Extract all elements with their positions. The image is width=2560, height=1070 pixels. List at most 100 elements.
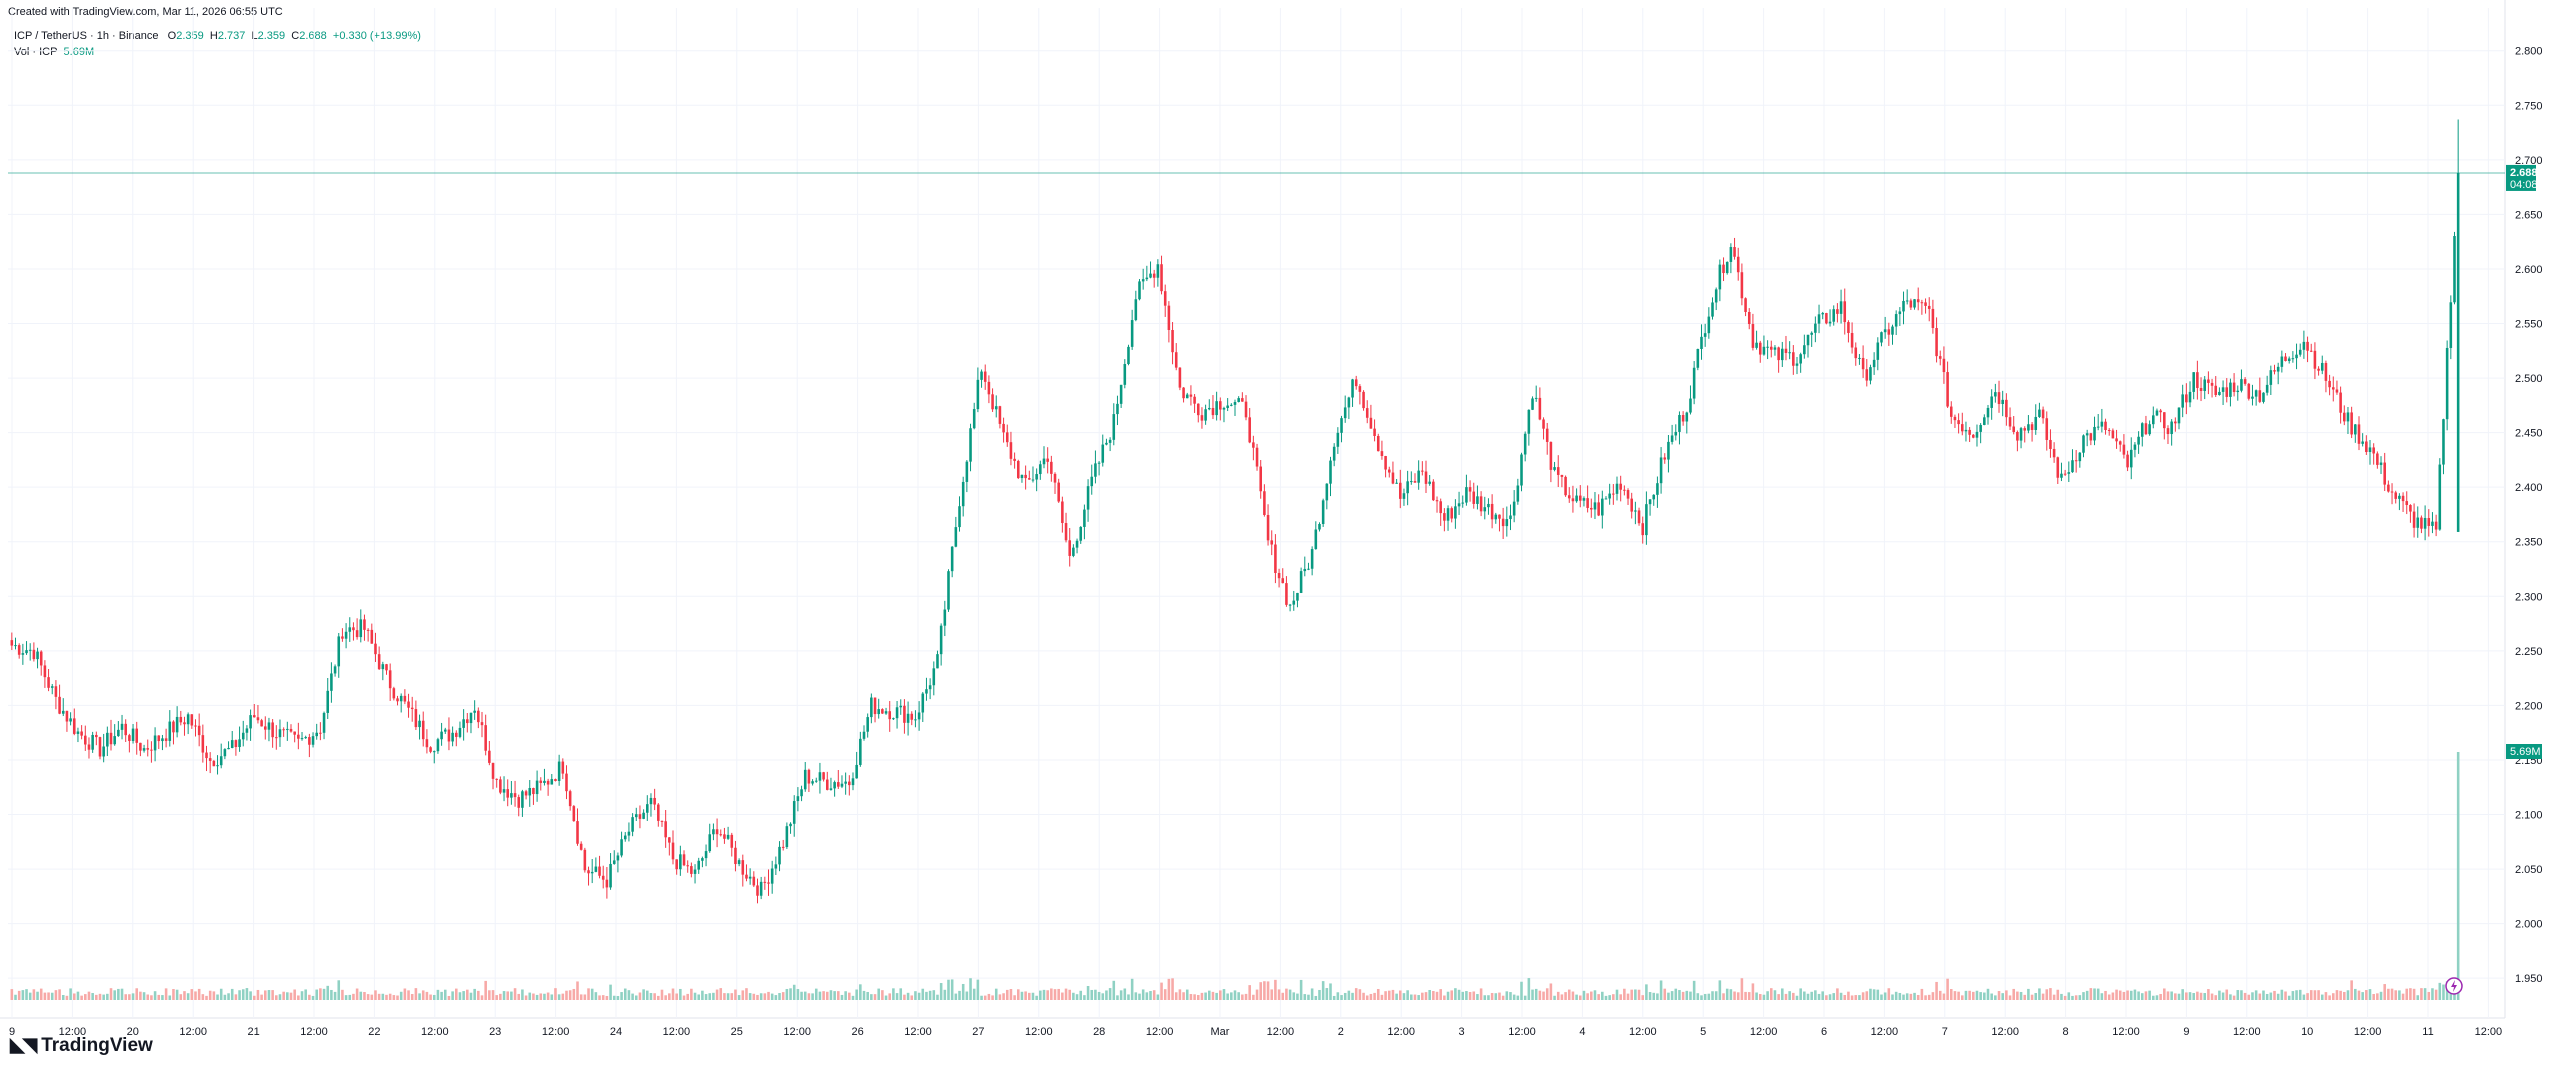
volume-bar (2291, 991, 2295, 1000)
volume-bar (124, 994, 127, 1000)
volume-bar (1578, 995, 1582, 1000)
volume-bar (1520, 981, 1523, 1000)
volume-bar (1417, 995, 1420, 1000)
candle-body (840, 783, 844, 787)
volume-bar (2431, 988, 2434, 1000)
candle-body (1123, 364, 1127, 385)
volume-bar (1681, 991, 1685, 1000)
volume-bar (146, 994, 150, 1000)
volume-bar (2280, 989, 2284, 1000)
volume-bar (488, 990, 491, 1000)
volume-bar (601, 995, 605, 1000)
candle-body (1263, 491, 1266, 515)
candle-body (2001, 399, 2004, 405)
volume-bar (969, 978, 972, 1000)
volume-bar (1387, 990, 1391, 1000)
candle-body (994, 406, 998, 410)
candle-body (881, 709, 884, 714)
volume-bar (1476, 994, 1479, 1000)
candle-body (2056, 457, 2060, 478)
candle-body (1171, 329, 1174, 353)
candle-body (308, 737, 311, 745)
candle-body (1130, 320, 1134, 347)
candle-body (2442, 419, 2445, 465)
candle-body (128, 735, 131, 741)
volume-bar (646, 990, 649, 1000)
lightning-icon[interactable] (2445, 977, 2463, 995)
volume-bar (1219, 990, 1222, 1000)
volume-bar (1454, 988, 1457, 1000)
volume-bar (1946, 978, 1949, 1000)
volume-bar (142, 992, 146, 1000)
volume-bar (319, 988, 322, 1000)
volume-bar (1836, 988, 1839, 1000)
volume-bar (1406, 990, 1409, 1000)
volume-bar (1564, 992, 1567, 1000)
candle-body (304, 737, 307, 739)
candle-body (1612, 493, 1615, 495)
volume-bar (668, 993, 671, 1000)
time-tick-label: 12:00 (2112, 1026, 2140, 1038)
volume-bar (212, 991, 216, 1000)
candle-body (969, 428, 972, 462)
volume-bar (1924, 995, 1927, 1000)
volume-bar (414, 988, 418, 1000)
volume-bar (1593, 990, 1597, 1000)
legend-volume-value: 5.69M (63, 46, 95, 58)
volume-bar (366, 994, 370, 1000)
volume-bar (388, 993, 392, 1000)
candle-body (2390, 491, 2394, 493)
price-axis[interactable]: 2.800 2.750 2.700 2.650 2.600 2.550 2.500 2.450… (2515, 46, 2543, 985)
candle-body (668, 837, 671, 843)
volume-bar (1303, 994, 1307, 1000)
price-tick-label: 2.350 (2515, 537, 2543, 549)
tradingview-logo[interactable]: ◣◥ TradingView (10, 1034, 153, 1057)
candle-body (583, 849, 587, 871)
time-axis[interactable]: 9 12:00 20 12:00 21 12:00 22 12:00 23 12:00 24 12:0… (9, 1026, 2502, 1038)
legend-volume-label[interactable]: Vol · ICP (14, 46, 58, 58)
volume-bar (2174, 993, 2177, 1000)
volume-bar (1163, 989, 1167, 1000)
candle-body (1435, 500, 1439, 502)
candle-body (238, 739, 241, 748)
candle-body (1825, 313, 1828, 324)
volume-bar (2027, 988, 2030, 1000)
candle-body (2034, 416, 2038, 430)
volume-bar (1736, 992, 1740, 1000)
candle-body (1387, 469, 1391, 473)
volume-bar (1016, 989, 1020, 1000)
tradingview-logo-text: TradingView (41, 1034, 153, 1056)
legend-symbol[interactable]: ICP / TetherUS · 1h · Binance (14, 30, 159, 42)
candle-body (1736, 256, 1740, 273)
volume-bar (1725, 988, 1729, 1000)
volume-bar (1031, 992, 1035, 1000)
volume-bar (1997, 991, 2001, 1000)
candle-body (341, 636, 344, 639)
candle-body (2284, 356, 2287, 361)
volume-bar (208, 990, 212, 1000)
time-tick-label: 24 (610, 1026, 622, 1038)
volume-bar (1847, 991, 1850, 1000)
volume-bar (1369, 993, 1373, 1000)
volume-bar (1167, 978, 1171, 1000)
volume-bar (752, 993, 756, 1000)
volume-bar (1321, 981, 1325, 1000)
volume-bar (708, 993, 712, 1000)
candle-body (1766, 346, 1769, 348)
candle-body (2082, 435, 2085, 453)
candle-body (943, 609, 947, 626)
volume-bar (1545, 988, 1549, 1000)
volume-bar (333, 991, 337, 1000)
candle-body (1105, 442, 1108, 445)
candle-body (910, 713, 914, 720)
candle-body (892, 718, 895, 720)
candle-body (998, 406, 1002, 424)
candle-body (1773, 347, 1777, 350)
candle-body (972, 409, 976, 429)
candle-body (1039, 464, 1042, 475)
candle-body (884, 711, 888, 714)
volume-bar (682, 995, 686, 1000)
volume-bar (2177, 993, 2181, 1000)
volume-bar (690, 988, 693, 1000)
